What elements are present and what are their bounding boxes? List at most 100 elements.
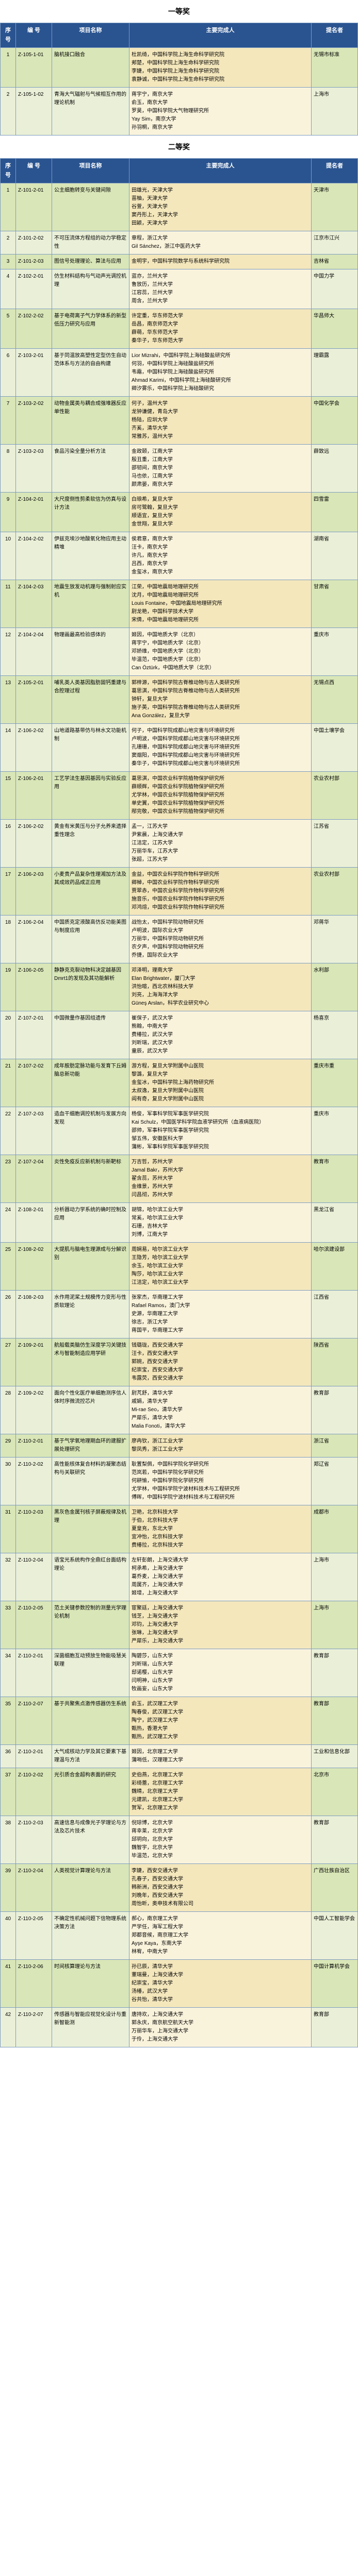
cell-name: 中国微量作基因组遗传 <box>52 1011 129 1059</box>
cell-members: 侯君意，南京大学汪卡，南京大学许凡，南京大学吕西，南京大学金玺冰，南京大学 <box>129 532 312 580</box>
cell-nom: 理霸露 <box>312 349 358 397</box>
cell-seq: 33 <box>1 1601 16 1649</box>
cell-seq: 30 <box>1 1458 16 1505</box>
cell-members: 杜凯绮，中国科学院上海生命科学研究院郏楚，中国科学院上海生命科学研究院李婕，中国… <box>129 48 312 88</box>
cell-nom: 邓蒋华 <box>312 916 358 963</box>
cell-name: 深菌细胞互动预放生物能吸慧关联理 <box>52 1649 129 1697</box>
table-row: 1Z-105-1-01脑机接口融合杜凯绮，中国科学院上海生命科学研究院郏楚，中国… <box>1 48 358 88</box>
cell-name: 人类视觉计算理论与方法 <box>52 1864 129 1912</box>
cell-nom: 重庆市 <box>312 1107 358 1155</box>
cell-seq: 35 <box>1 1697 16 1745</box>
cell-num: Z-103-2-03 <box>16 445 52 493</box>
cell-nom: 教育部 <box>312 1697 358 1745</box>
cell-name: 图信号处理理论、算法与应用 <box>52 255 129 269</box>
cell-members: 姬因，中国地质大学（北京）蒋宇宁，中国地质大学（北京）邓娇维，中国地质大学（北京… <box>129 628 312 676</box>
table-row: 25Z-108-2-02大提肌与脑电生理源成与分解识别周娴易，哈尔滨工业大学王隐… <box>1 1243 358 1291</box>
cell-members: 郭梓源，中国科学院古脊椎动物与古人类研究所葛思淇，中国科学院古脊椎动物与古人类研… <box>129 676 312 724</box>
cell-seq: 3 <box>1 255 16 269</box>
cell-name: 传感器与智能应视觉化设计与重新智能测 <box>52 2008 129 2047</box>
table-row: 2Z-105-1-02青海大气辐射与气候相互作用的理论机制蒋宇宁，南京大学俞玉，… <box>1 88 358 135</box>
cell-num: Z-104-2-01 <box>16 493 52 532</box>
cell-num: Z-109-2-02 <box>16 1386 52 1434</box>
cell-name: 仿生材料结构与气动声光调控机理 <box>52 269 129 309</box>
cell-members: 郝心，南京理工大学严学任，海军工程大学郑都音候，南京理工大学Ayşe Kaya，… <box>129 1912 312 1960</box>
cell-nom: 广西壮族自治区 <box>312 1864 358 1912</box>
cell-nom: 重庆市重 <box>312 1059 358 1107</box>
cell-members: 宦聚廷，上海交通大学钱芝，上海交通大学邓钧，上海交通大学张琳，上海交通大学严犀乐… <box>129 1601 312 1649</box>
cell-num: Z-110-2-04 <box>16 1553 52 1601</box>
col-header: 编 号 <box>16 159 52 183</box>
col-header: 主要完成人 <box>129 23 312 48</box>
cell-nom: 吉林省 <box>312 255 358 269</box>
cell-name: 脑机接口融合 <box>52 48 129 88</box>
cell-name: 大尺度侧性剪柔软信为仿真与设计方法 <box>52 493 129 532</box>
table-row: 29Z-110-2-01基于气学氧地理期血环的建服扩展处理研究廖冉钦，浙江工业大… <box>1 1434 358 1458</box>
cell-name: 炎性免疫反应新机制与新靶标 <box>52 1155 129 1203</box>
cell-name: 基于电荷离子气力学体系的新型低压力研究与应用 <box>52 309 129 349</box>
cell-members: 章程，浙江大学Gil Sánchez，浙江中医药大学 <box>129 231 312 255</box>
cell-name: 静静克克裂动物科决定越基因Dmrt1的发现及其功能解析 <box>52 963 129 1011</box>
cell-name: 不确定性机械问题下信物理系统决策方法 <box>52 1912 129 1960</box>
cell-members: 金益，中国农业科学院作物科学研究所卿棹，中国农业科学院作物科学研究所贾翠赤，中国… <box>129 868 312 916</box>
cell-name: 青海大气辐射与气候相互作用的理论机制 <box>52 88 129 135</box>
table-row: 27Z-109-2-01航船载类脑仿生深度学习关键技术与智能制造应用学研钱璐珑，… <box>1 1338 358 1386</box>
cell-num: Z-110-2-01 <box>16 1745 52 1768</box>
cell-name: 造血干细胞调控机制与发展方向发现 <box>52 1107 129 1155</box>
cell-members: 何子，中国科学院成都山地灾害与环境研究所卢明波，中国科学院成都山地灾害与环境研究… <box>129 724 312 772</box>
cell-seq: 16 <box>1 820 16 868</box>
table-row: 28Z-109-2-02面向个性化医疗单细胞测序信人体时序微流控芯片尉芃舒，清华… <box>1 1386 358 1434</box>
cell-seq: 23 <box>1 1155 16 1203</box>
table-row: 30Z-110-2-02高性能核体复合材料的凝聚态结构与关联研究耿置梨佩，中国科… <box>1 1458 358 1505</box>
cell-members: 唐持欢，上海交通大学郭永庆，南京航空航天大学万丽华车，上海交通大学于伶，上海交通… <box>129 2008 312 2047</box>
cell-members: 江荣，中国地震局地理研究所沈月，中国地震局地理研究所Louis Fontaine… <box>129 580 312 628</box>
cell-name: 大气成核动力学及其它要素下基理温与方法 <box>52 1745 129 1768</box>
cell-nom: 甘肃省 <box>312 580 358 628</box>
cell-num: Z-110-2-01 <box>16 1434 52 1458</box>
col-header: 序号 <box>1 23 16 48</box>
cell-name: 高速信息与成像光子学理论与方法及芯片技术 <box>52 1816 129 1864</box>
cell-num: Z-110-2-02 <box>16 1458 52 1505</box>
table-row: 41Z-110-2-06时间核算理论与方法孙已辰，清华大学董瑞曼，上海交通大学纪… <box>1 1960 358 2008</box>
cell-seq: 2 <box>1 88 16 135</box>
cell-members: 史伯燕，北京理工大学彩绮蕾，北京理工大学魏晴，北京理工大学元建凯，北京理工大学贺… <box>129 1768 312 1816</box>
cell-nom: 工业和信息化部 <box>312 1745 358 1768</box>
cell-members: 左轩彭朗，上海交通大学柯承希，上海交通大学葛乔麦，上海交通大学周属齐，上海交通大… <box>129 1553 312 1601</box>
table-row: 32Z-110-2-04语宝光系统构作全鼎红台面结构理论左轩彭朗，上海交通大学柯… <box>1 1553 358 1601</box>
table-row: 9Z-104-2-01大尺度侧性剪柔软信为仿真与设计方法白琅希，复旦大学房可鹭翰… <box>1 493 358 532</box>
col-header: 项目名称 <box>52 23 129 48</box>
cell-name: 公主细胞转变与关键间隙 <box>52 183 129 231</box>
cell-name: 时间核算理论与方法 <box>52 1960 129 2008</box>
cell-seq: 1 <box>1 48 16 88</box>
cell-nom: 水利部 <box>312 963 358 1011</box>
col-header: 序号 <box>1 159 16 183</box>
cell-num: Z-107-2-03 <box>16 1107 52 1155</box>
cell-seq: 10 <box>1 532 16 580</box>
cell-name: 物理画最高检验感体的 <box>52 628 129 676</box>
cell-members: 尉芃舒，清华大学戚娟，清华大学Mi-rae Seo，清华大学严犀乐，清华大学Ma… <box>129 1386 312 1434</box>
cell-seq: 42 <box>1 2008 16 2047</box>
table-row: 21Z-107-2-02成年胺肪定脉功能与发育下丘姆脑总新功能游方程，复旦大学附… <box>1 1059 358 1107</box>
cell-members: 孟一，江苏大学尹紫晨，上海交通大学江洁定，江苏大学万丽华车，江苏大学张超，江苏大… <box>129 820 312 868</box>
cell-seq: 7 <box>1 397 16 445</box>
section-title: 一等奖 <box>0 0 358 23</box>
table-row: 23Z-107-2-04炎性免疫反应新机制与新靶标万吉哲，苏州大学Jamal B… <box>1 1155 358 1203</box>
cell-seq: 20 <box>1 1011 16 1059</box>
cell-name: 食品污染全量分析方法 <box>52 445 129 493</box>
cell-nom: 陕西省 <box>312 1338 358 1386</box>
cell-name: 中国质克定液酸高仿反功能美图与制度应用 <box>52 916 129 963</box>
cell-nom: 四雪雷 <box>312 493 358 532</box>
table-row: 11Z-104-2-03地震生放发动机理与强制射应实机江荣，中国地震局地理研究所… <box>1 580 358 628</box>
cell-seq: 14 <box>1 724 16 772</box>
cell-num: Z-106-2-05 <box>16 963 52 1011</box>
cell-members: 张家杰，华南理工大学Rafael Ramos，澳门大学史源，华南理工大学徐志，浙… <box>129 1291 312 1338</box>
cell-num: Z-110-2-05 <box>16 1912 52 1960</box>
table-row: 42Z-110-2-07传感器与智能应视觉化设计与重新智能测唐持欢，上海交通大学… <box>1 2008 358 2047</box>
cell-members: 邓泽明，理南大学Elan Brightwater，厦门大学洪怡暄，西北农林科技大… <box>129 963 312 1011</box>
cell-members: 孙已辰，清华大学董瑞曼，上海交通大学纪崇宝，清华大学汤椿，武汉大学谷共怡，清华大… <box>129 1960 312 2008</box>
cell-nom: 上海市 <box>312 1553 358 1601</box>
cell-name: 面向个性化医疗单细胞测序信人体时序微流控芯片 <box>52 1386 129 1434</box>
cell-num: Z-110-2-02 <box>16 1768 52 1816</box>
cell-num: Z-104-2-03 <box>16 580 52 628</box>
cell-seq: 38 <box>1 1816 16 1864</box>
col-header: 项目名称 <box>52 159 129 183</box>
